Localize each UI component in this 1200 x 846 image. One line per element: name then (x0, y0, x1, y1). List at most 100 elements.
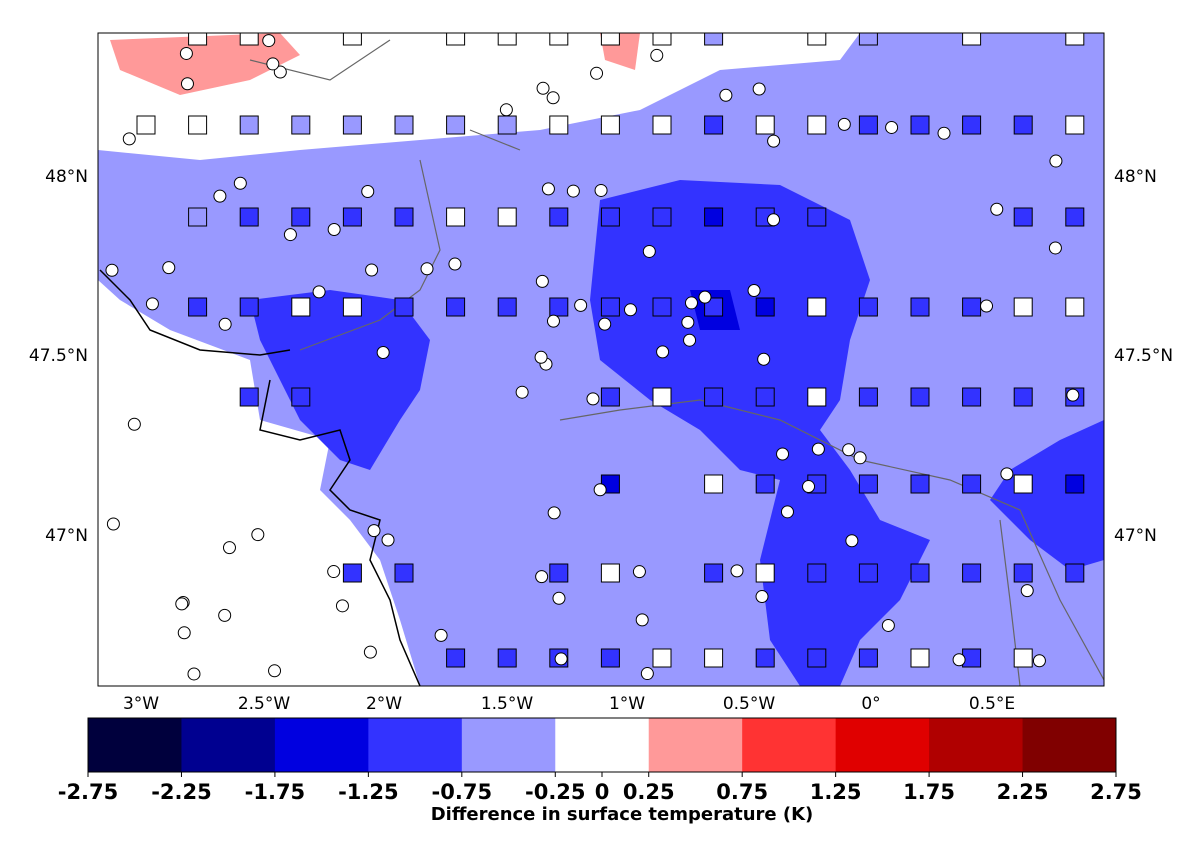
station-circle (535, 274, 549, 288)
colorbar-bin (88, 718, 182, 772)
station-circle (811, 442, 825, 456)
lon-label: 2.5°W (238, 694, 291, 714)
station-circle (837, 117, 851, 131)
station-square (549, 297, 569, 317)
station-square (807, 33, 827, 46)
station-square (755, 115, 775, 135)
station-circle (845, 534, 859, 548)
lat-label: 48°N (45, 167, 88, 187)
station-circle (546, 91, 560, 105)
station-squares (136, 33, 1085, 668)
station-square (910, 648, 930, 668)
station-circle (623, 303, 637, 317)
station-square (394, 297, 414, 317)
station-circle (574, 298, 588, 312)
colorbar-tick-label: 2.75 (1090, 780, 1142, 804)
station-square (652, 33, 672, 46)
station-square (394, 207, 414, 227)
lat-label: 47°N (45, 526, 88, 546)
station-square (497, 207, 517, 227)
station-square (755, 474, 775, 494)
station-square (600, 563, 620, 583)
station-square (342, 33, 362, 46)
station-circle (656, 345, 670, 359)
station-square (1013, 297, 1033, 317)
colorbar-tick-label: 0 (595, 780, 610, 804)
station-circle (1000, 467, 1014, 481)
station-circle (179, 46, 193, 60)
station-square (807, 297, 827, 317)
station-circle (767, 134, 781, 148)
colorbar-tick-label: 0.25 (623, 780, 675, 804)
station-square (962, 33, 982, 46)
station-square (239, 115, 259, 135)
station-circle (283, 228, 297, 242)
station-circle (218, 608, 232, 622)
station-square (291, 387, 311, 407)
lat-label: 48°N (1114, 167, 1157, 187)
station-circle (448, 257, 462, 271)
station-square (342, 297, 362, 317)
station-circle (312, 285, 326, 299)
station-circle (268, 664, 282, 678)
station-circle (650, 48, 664, 62)
station-square (1013, 115, 1033, 135)
station-square (497, 297, 517, 317)
colorbar-bin (742, 718, 837, 772)
station-circle (730, 564, 744, 578)
station-circle (420, 262, 434, 276)
station-square (497, 33, 517, 46)
station-circle (719, 88, 733, 102)
station-square (446, 297, 466, 317)
station-square (600, 33, 620, 46)
white-region (98, 33, 860, 160)
station-circle (752, 82, 766, 96)
station-circle (376, 346, 390, 360)
station-circle (885, 120, 899, 134)
station-circle (233, 176, 247, 190)
lat-label: 47.5°N (1114, 346, 1173, 366)
station-circle (881, 618, 895, 632)
station-circle (218, 317, 232, 331)
station-circle (127, 417, 141, 431)
station-circle (363, 645, 377, 659)
station-square (291, 297, 311, 317)
station-circle (381, 533, 395, 547)
station-square (910, 387, 930, 407)
station-square (807, 563, 827, 583)
station-circle (434, 628, 448, 642)
station-square (704, 207, 724, 227)
station-square (239, 387, 259, 407)
colorbar-tick-label: -2.75 (58, 780, 119, 804)
station-circle (105, 263, 119, 277)
colorbar-bin (1022, 718, 1117, 772)
station-circle (842, 443, 856, 457)
station-circle (365, 263, 379, 277)
station-circle (547, 506, 561, 520)
lon-label: 2°W (366, 694, 402, 714)
station-circle (757, 352, 771, 366)
station-square (600, 115, 620, 135)
station-circle (122, 132, 136, 146)
station-square (188, 297, 208, 317)
station-square (549, 207, 569, 227)
station-square (858, 115, 878, 135)
station-circle (335, 599, 349, 613)
station-circle (598, 317, 612, 331)
station-circle (1032, 654, 1046, 668)
station-circle (187, 667, 201, 681)
station-circle (1049, 154, 1063, 168)
station-square (291, 207, 311, 227)
colorbar-bin (929, 718, 1024, 772)
station-circle (952, 653, 966, 667)
station-square (600, 648, 620, 668)
station-circle (499, 103, 513, 117)
station-square (342, 207, 362, 227)
colorbar-tick-label: -2.25 (151, 780, 212, 804)
station-square (600, 207, 620, 227)
station-circle (698, 290, 712, 304)
station-square (1065, 207, 1085, 227)
station-square (1065, 297, 1085, 317)
station-circle (177, 626, 191, 640)
station-circle (222, 541, 236, 555)
